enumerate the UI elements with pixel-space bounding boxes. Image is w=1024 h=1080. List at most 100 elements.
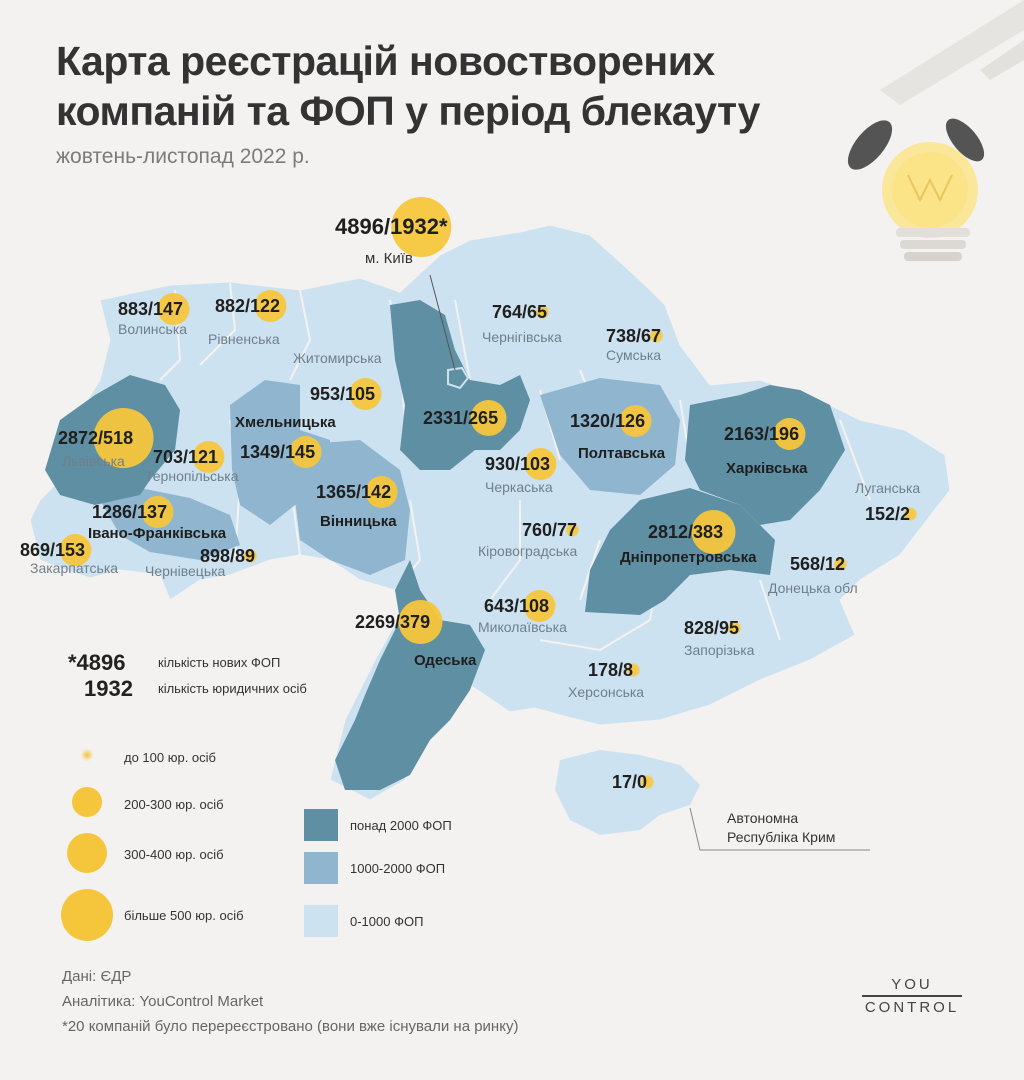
legend-example-fop: *4896 [68, 650, 126, 675]
region-name-закарпатська: Закарпатська [30, 560, 118, 576]
region-name-рівненська: Рівненська [208, 331, 280, 347]
value-label-тернопільська: 703/121 [153, 447, 218, 467]
legal-circle-тернопільська [192, 441, 225, 473]
value-label-хмельницька: 1349/145 [240, 442, 315, 462]
region-name-чернігівська: Чернігівська [482, 329, 562, 345]
crimea-name-line2: Республіка Крим [727, 829, 836, 845]
region-name-харківська: Харківська [726, 460, 808, 477]
legal-circle-волинська [157, 293, 190, 325]
crimea-shape [555, 750, 700, 835]
value-label-вінницька: 1365/142 [316, 482, 391, 502]
crimea-name-line1: Автономна [727, 810, 799, 826]
region-name-луганська: Луганська [855, 480, 920, 496]
region-vinnytska [295, 440, 410, 575]
region-labels: 883/147 Волинська 882/122 Рівненська Житомир… [20, 214, 920, 792]
legal-circle-херсонська [626, 663, 641, 677]
value-label-івано-франківська: 1286/137 [92, 502, 167, 522]
region-name-м-київ: м. Київ [365, 250, 413, 267]
value-label-чернівецька: 898/89 [200, 546, 255, 566]
region-name-кіровоградська: Кіровоградська [478, 543, 577, 559]
value-label-полтавська: 1320/126 [570, 411, 645, 431]
legal-circle-рівненська [254, 290, 287, 322]
region-name-львівська: Львівська [62, 453, 125, 469]
legend-circle-4: більше 500 юр. осіб [124, 908, 244, 923]
value-label-волинська: 883/147 [118, 299, 183, 319]
legal-circle-закарпатська [59, 534, 92, 566]
legal-circle-полтавська [619, 405, 652, 437]
value-label-автономна-республіка-крим: 17/0 [612, 772, 647, 792]
legal-entity-circles [59, 197, 918, 789]
region-name-запорізька: Запорізька [684, 642, 755, 658]
legal-circle-харківська [773, 418, 806, 450]
legend-example-legal: 1932 [84, 676, 133, 701]
legal-circle-івано-франківська [141, 496, 174, 528]
value-label-дніпропетровська: 2812/383 [648, 522, 723, 542]
value-label-харківська: 2163/196 [724, 424, 799, 444]
logo-bottom: CONTROL [864, 999, 960, 1016]
legend-tier-1: понад 2000 ФОП [350, 818, 452, 833]
legend-tier-2: 1000-2000 ФОП [350, 861, 446, 876]
region-name-тернопільська: Тернопільська [145, 468, 239, 484]
region-name-волинська: Волинська [118, 321, 187, 337]
value-label-львівська: 2872/518 [58, 428, 133, 448]
value-label-луганська: 152/2 [865, 504, 910, 524]
footer-source: Дані: ЄДР [62, 968, 132, 985]
region-name-донецька-обл: Донецька обл [768, 580, 858, 596]
legal-circle-region-9 [349, 378, 382, 410]
value-label-запорізька: 828/95 [684, 618, 739, 638]
region-name-миколаївська: Миколаївська [478, 619, 567, 635]
region-name-черкаська: Черкаська [485, 479, 553, 495]
value-label-миколаївська: 643/108 [484, 596, 549, 616]
value-label-закарпатська: 869/153 [20, 540, 85, 560]
legend-swatch-dark [304, 809, 338, 841]
region-shapes [29, 224, 951, 851]
page-title: Карта реєстрацій новостворених компаній … [56, 38, 760, 134]
value-label-region-10: 2331/265 [423, 408, 498, 428]
value-label-черкаська: 930/103 [485, 454, 550, 474]
region-name-житомирська: Житомирська [293, 350, 382, 366]
legend-swatch-light [304, 905, 338, 937]
footer-analytics: Аналітика: YouControl Market [62, 993, 264, 1010]
legend-example-fop-text: кількість нових ФОП [158, 655, 281, 670]
value-label-кіровоградська: 760/77 [522, 520, 577, 540]
youcontrol-logo: YOU CONTROL [862, 976, 962, 1016]
footer-note: *20 компаній було перереєстровано (вони … [62, 1018, 519, 1035]
region-name-херсонська: Херсонська [568, 684, 644, 700]
legend-circle-1: до 100 юр. осіб [124, 750, 216, 765]
legal-circle-кіровоградська [565, 523, 580, 537]
legend-example-legal-text: кількість юридичних осіб [158, 681, 307, 696]
crimea-name: Автономна Республіка Крим [727, 809, 835, 847]
legal-circle-дніпропетровська [691, 510, 736, 554]
legal-circle-донецька-обл [833, 557, 848, 571]
region-name-хмельницька: Хмельницька [235, 414, 336, 431]
region-name-вінницька: Вінницька [320, 513, 397, 530]
legal-circle-черкаська [524, 448, 557, 480]
legal-circle-автономна-республіка-крим [640, 775, 655, 789]
value-label-чернігівська: 764/65 [492, 302, 547, 322]
value-label-рівненська: 882/122 [215, 296, 280, 316]
region-odeska [335, 560, 485, 790]
ukraine-outline [29, 224, 951, 801]
region-name-чернівецька: Чернівецька [145, 563, 226, 579]
value-label-донецька-обл: 568/12 [790, 554, 845, 574]
legal-circle-чернігівська [535, 305, 550, 319]
legend-circle-3: 300-400 юр. осіб [124, 847, 224, 862]
region-poltavska [540, 378, 680, 495]
region-name-полтавська: Полтавська [578, 445, 666, 462]
legal-circle-чернівецька [243, 549, 258, 563]
legend-tier-3: 0-1000 ФОП [350, 914, 424, 929]
value-label-сумська: 738/67 [606, 326, 661, 346]
region-name-сумська: Сумська [606, 347, 661, 363]
legal-circle-вінницька [365, 476, 398, 508]
legal-circle-одеська [398, 600, 443, 644]
legal-circle-львівська [93, 408, 154, 468]
value-label-region-9: 953/105 [310, 384, 375, 404]
legal-circle-запорізька [727, 621, 742, 635]
legend-circle-swatches [61, 749, 113, 941]
value-label-м-київ: 4896/1932* [335, 214, 448, 239]
value-label-херсонська: 178/8 [588, 660, 633, 680]
legal-circle-миколаївська [523, 590, 556, 622]
page-subtitle: жовтень-листопад 2022 р. [56, 145, 310, 168]
value-label-одеська: 2269/379 [355, 612, 430, 632]
region-name-дніпропетровська: Дніпропетровська [620, 549, 757, 566]
